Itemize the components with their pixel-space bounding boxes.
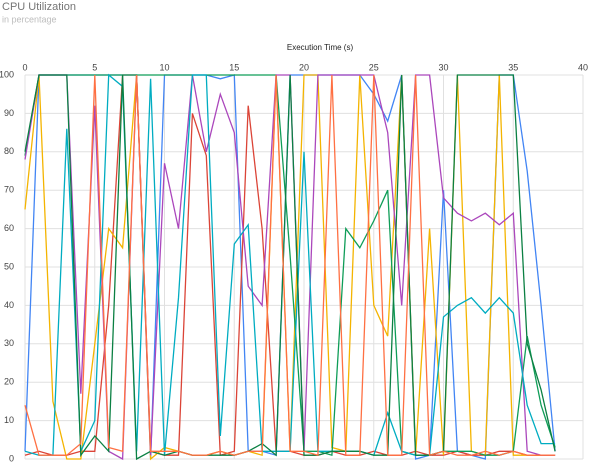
chart-subtitle: in percentage [2,14,57,24]
x-tick-label: 40 [578,62,588,72]
y-tick-label: 40 [4,300,14,310]
y-tick-label: 90 [4,108,14,118]
x-tick-label: 30 [438,62,448,72]
x-axis-title: Execution Time (s) [287,43,354,52]
y-tick-label: 70 [4,185,14,195]
y-tick-label: 10 [4,415,14,425]
series-line [24,74,556,457]
x-tick-label: 35 [508,62,518,72]
x-tick-label: 20 [299,62,309,72]
x-tick-label: 25 [369,62,379,72]
x-tick-label: 10 [159,62,169,72]
series-line [24,74,556,457]
y-tick-label: 0 [9,453,14,463]
y-tick-label: 100 [0,69,14,79]
x-tick-label: 0 [22,62,27,72]
series-line [24,74,556,461]
x-tick-label: 15 [229,62,239,72]
x-tick-label: 5 [92,62,97,72]
y-tick-label: 30 [4,338,14,348]
y-tick-label: 80 [4,146,14,156]
y-tick-label: 60 [4,223,14,233]
y-tick-label: 50 [4,261,14,271]
chart-title: CPU Utilization [2,1,76,13]
y-tick-label: 20 [4,377,14,387]
